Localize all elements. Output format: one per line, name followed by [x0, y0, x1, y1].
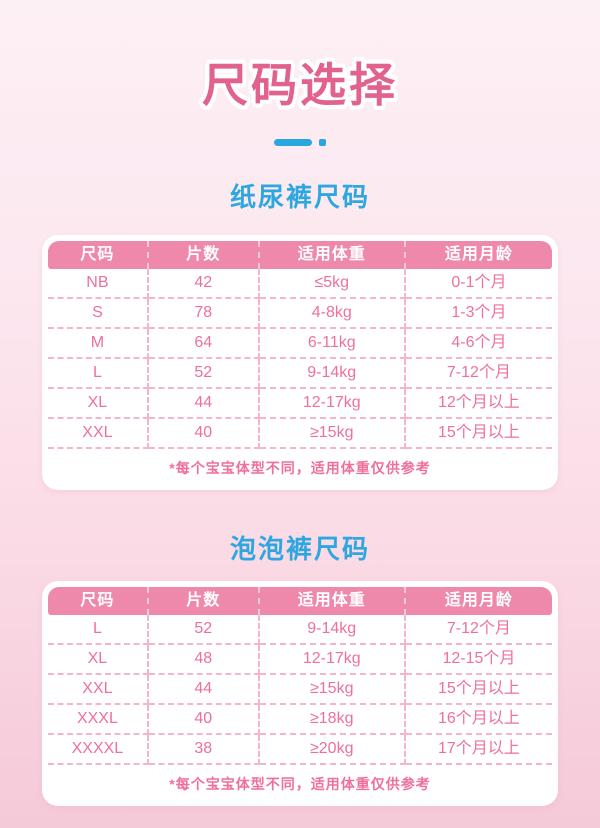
table-cell: 9-14kg: [259, 615, 406, 645]
table-row: XXXXL 38 ≥20kg 17个月以上: [48, 735, 552, 765]
table-cell: 48: [148, 645, 260, 675]
pull-up-pants-size-table-card: 尺码 片数 适用体重 适用月龄 L 52 9-14kg 7-12个月 XL 48 12-17…: [42, 581, 558, 806]
table-cell: 15个月以上: [405, 419, 552, 449]
table-row: XXL 44 ≥15kg 15个月以上: [48, 675, 552, 705]
table-row: NB 42 ≤5kg 0-1个月: [48, 269, 552, 299]
table-cell: XXXL: [48, 705, 149, 735]
table-cell: L: [48, 359, 149, 389]
title-divider: [42, 139, 558, 146]
column-header-size: 尺码: [48, 587, 149, 615]
column-header-age: 适用月龄: [405, 241, 552, 269]
table-cell: 0-1个月: [405, 269, 552, 299]
table-cell: 6-11kg: [259, 329, 406, 359]
table-cell: L: [48, 615, 149, 645]
table-cell: ≥15kg: [259, 675, 406, 705]
table-row: L 52 9-14kg 7-12个月: [48, 359, 552, 389]
table-header-row: 尺码 片数 适用体重 适用月龄: [48, 587, 552, 615]
table-header-row: 尺码 片数 适用体重 适用月龄: [48, 241, 552, 269]
table-cell: 7-12个月: [405, 359, 552, 389]
column-header-count: 片数: [148, 241, 260, 269]
table-cell: 40: [148, 705, 260, 735]
table-row: XL 48 12-17kg 12-15个月: [48, 645, 552, 675]
table-note: *每个宝宝体型不同，适用体重仅供参考: [169, 776, 431, 792]
table-cell: 44: [148, 389, 260, 419]
table-cell: 44: [148, 675, 260, 705]
table-cell: 64: [148, 329, 260, 359]
table-cell: M: [48, 329, 149, 359]
table-row: XXL 40 ≥15kg 15个月以上: [48, 419, 552, 449]
table-cell: 9-14kg: [259, 359, 406, 389]
table-row: XL 44 12-17kg 12个月以上: [48, 389, 552, 419]
table-cell: 12-17kg: [259, 389, 406, 419]
diaper-size-table-card: 尺码 片数 适用体重 适用月龄 NB 42 ≤5kg 0-1个月 S 78 4-8kg 1-3…: [42, 235, 558, 490]
table-cell: 1-3个月: [405, 299, 552, 329]
column-header-size: 尺码: [48, 241, 149, 269]
table-cell: S: [48, 299, 149, 329]
table-cell: 52: [148, 359, 260, 389]
pull-up-pants-size-table: 尺码 片数 适用体重 适用月龄 L 52 9-14kg 7-12个月 XL 48 12-17…: [48, 587, 552, 765]
table-cell: 15个月以上: [405, 675, 552, 705]
table-row: XXXL 40 ≥18kg 16个月以上: [48, 705, 552, 735]
table-cell: ≥18kg: [259, 705, 406, 735]
table-cell: XXL: [48, 419, 149, 449]
column-header-count: 片数: [148, 587, 260, 615]
table-row: L 52 9-14kg 7-12个月: [48, 615, 552, 645]
table-cell: XL: [48, 645, 149, 675]
table-cell: 12-15个月: [405, 645, 552, 675]
table-cell: 16个月以上: [405, 705, 552, 735]
table-cell: 52: [148, 615, 260, 645]
table-cell: NB: [48, 269, 149, 299]
table-cell: 78: [148, 299, 260, 329]
table-cell: ≥15kg: [259, 419, 406, 449]
table-cell: ≤5kg: [259, 269, 406, 299]
table-cell: 4-8kg: [259, 299, 406, 329]
table-cell: 4-6个月: [405, 329, 552, 359]
table-cell: XXXXL: [48, 735, 149, 765]
section-title-pull-up-pants: 泡泡裤尺码: [229, 534, 370, 564]
table-cell: 17个月以上: [405, 735, 552, 765]
column-header-age: 适用月龄: [405, 587, 552, 615]
table-cell: XXL: [48, 675, 149, 705]
section-title-diapers: 纸尿裤尺码: [229, 182, 370, 212]
table-cell: 12-17kg: [259, 645, 406, 675]
table-cell: 7-12个月: [405, 615, 552, 645]
table-cell: 38: [148, 735, 260, 765]
table-cell: 42: [148, 269, 260, 299]
divider-dash-icon: [274, 139, 312, 146]
table-cell: ≥20kg: [259, 735, 406, 765]
column-header-weight: 适用体重: [259, 587, 406, 615]
table-cell: XL: [48, 389, 149, 419]
table-cell: 12个月以上: [405, 389, 552, 419]
page-title: 尺码选择: [202, 59, 398, 111]
table-cell: 40: [148, 419, 260, 449]
table-row: M 64 6-11kg 4-6个月: [48, 329, 552, 359]
table-note: *每个宝宝体型不同，适用体重仅供参考: [169, 460, 431, 476]
column-header-weight: 适用体重: [259, 241, 406, 269]
divider-dot-icon: [319, 139, 326, 146]
diaper-size-table: 尺码 片数 适用体重 适用月龄 NB 42 ≤5kg 0-1个月 S 78 4-8kg 1-3…: [48, 241, 552, 449]
table-row: S 78 4-8kg 1-3个月: [48, 299, 552, 329]
